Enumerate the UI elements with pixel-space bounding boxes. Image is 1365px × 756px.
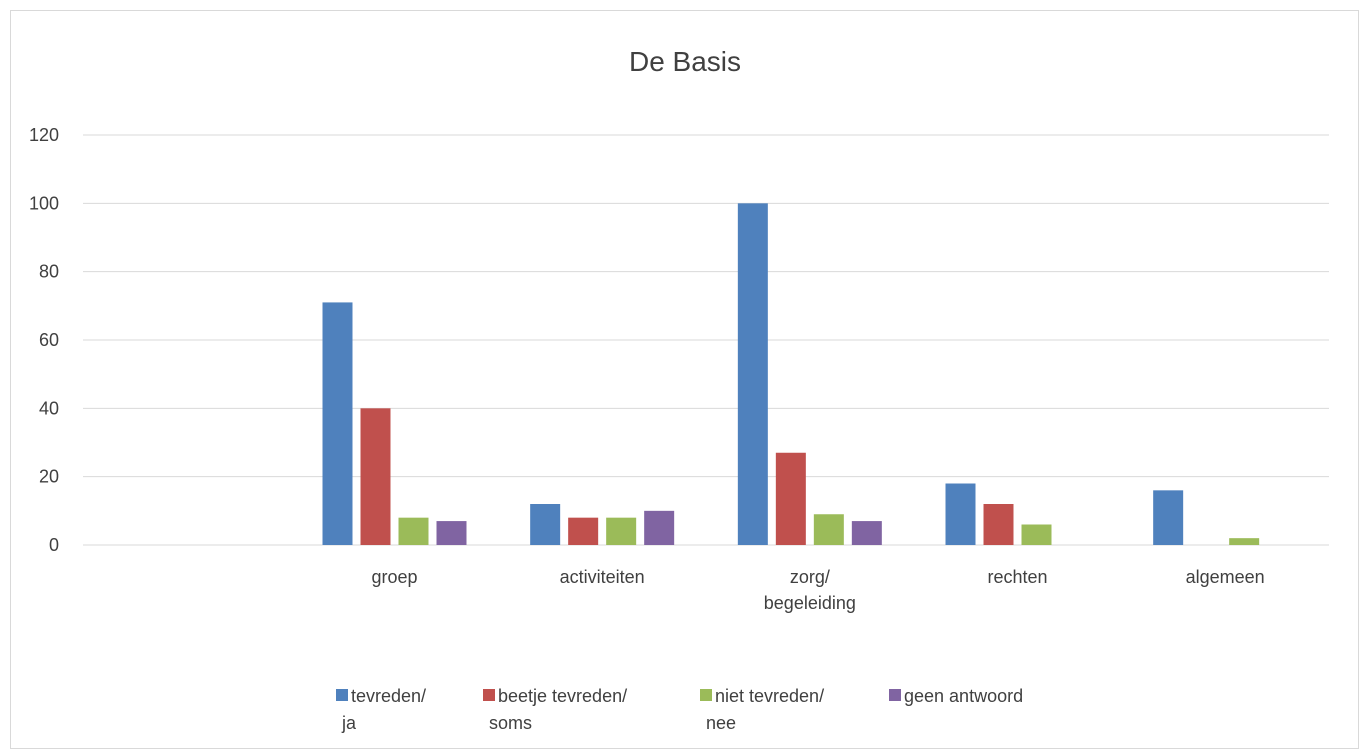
legend-swatch: [889, 689, 901, 701]
bar: [1229, 538, 1260, 545]
x-tick-label: begeleiding: [764, 593, 856, 613]
chart-title: De Basis: [629, 46, 741, 77]
chart-frame: De Basis 0 20 40 60 80 100 120 groep activiteit…: [10, 10, 1359, 749]
grid-layer: [83, 134, 1329, 546]
y-tick-label: 40: [39, 398, 59, 418]
bar: [322, 302, 353, 545]
bar: [398, 517, 429, 545]
legend-label: tevreden/: [351, 686, 426, 706]
y-tick-label: 0: [49, 535, 59, 555]
bar: [983, 504, 1014, 545]
x-tick-labels: groep activiteiten zorg/begeleiding rechten…: [371, 567, 1264, 613]
bar: [775, 452, 806, 545]
bar: [360, 408, 391, 545]
bar: [813, 514, 844, 545]
legend-swatch: [336, 689, 348, 701]
y-tick-label: 60: [39, 330, 59, 350]
y-tick-label: 80: [39, 262, 59, 282]
legend-label: geen antwoord: [904, 686, 1023, 706]
y-tick-label: 20: [39, 467, 59, 487]
x-tick-label: rechten: [987, 567, 1047, 587]
bar: [1153, 490, 1184, 545]
legend-swatch: [483, 689, 495, 701]
y-tick-label: 120: [29, 125, 59, 145]
bar: [606, 517, 637, 545]
legend-label: beetje tevreden/: [498, 686, 627, 706]
x-tick-label: algemeen: [1186, 567, 1265, 587]
x-tick-label: groep: [371, 567, 417, 587]
legend-label: soms: [489, 713, 532, 733]
y-tick-labels: 0 20 40 60 80 100 120: [29, 125, 59, 555]
legend-label: ja: [341, 713, 357, 733]
x-tick-label: activiteiten: [560, 567, 645, 587]
bar: [436, 521, 467, 545]
legend-label: nee: [706, 713, 736, 733]
legend-label: niet tevreden/: [715, 686, 824, 706]
bar: [644, 510, 675, 545]
bar: [851, 521, 882, 545]
bar: [1021, 524, 1052, 545]
y-tick-label: 100: [29, 193, 59, 213]
chart-svg: De Basis 0 20 40 60 80 100 120 groep activiteit…: [29, 46, 1329, 733]
bar-layer: [322, 203, 1260, 546]
legend: tevreden/ja beetje tevreden/soms niet tevr…: [336, 686, 1023, 733]
bar: [530, 504, 561, 545]
bar: [737, 203, 768, 546]
legend-swatch: [700, 689, 712, 701]
bar: [568, 517, 599, 545]
bar: [945, 483, 976, 545]
x-tick-label: zorg/: [790, 567, 830, 587]
